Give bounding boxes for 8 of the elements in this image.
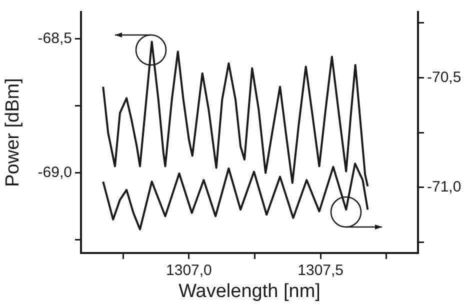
y-tick-label: -68,5	[38, 30, 72, 47]
x-tick-label: 1307,0	[166, 262, 212, 280]
y2-tick-label: -70,5	[427, 68, 462, 86]
x-tick-label: 1307,5	[298, 262, 344, 280]
y-axis-title: Power [dBm]	[2, 78, 24, 187]
y-tick-label: -69,0	[38, 164, 72, 181]
y2-tick-label: -71,0	[427, 178, 462, 196]
x-axis-title: Wavelength [nm]	[178, 280, 320, 302]
